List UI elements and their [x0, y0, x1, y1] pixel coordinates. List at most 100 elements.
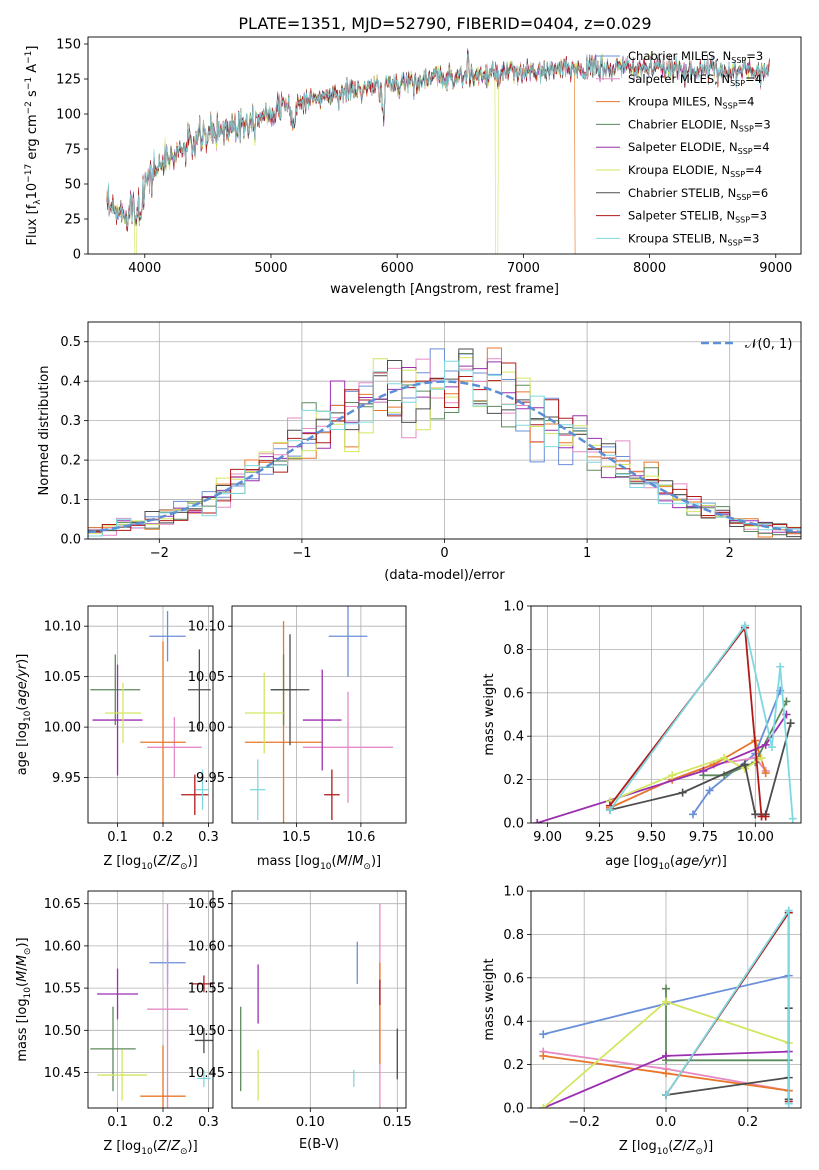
y-tick-label: 0	[73, 248, 81, 263]
label-part: −1	[24, 77, 34, 90]
x-tick-label: −2	[150, 546, 169, 561]
label-part: Normed distribution	[37, 366, 52, 496]
x-tick-label: 9.50	[637, 830, 666, 845]
x-tick-label: 0.3	[198, 1115, 219, 1130]
legend-sub: SSP	[738, 147, 753, 156]
label-part: (data-model)/error	[384, 568, 505, 583]
x-axis-label: mass [log10(M/M⊙)]	[257, 854, 381, 872]
y-tick-label: 0.8	[503, 643, 524, 658]
label-part: /	[15, 966, 30, 971]
weight-marker-chabrier-stelib	[751, 810, 760, 819]
weight-marker-kroupa-stelib	[767, 743, 776, 752]
plot-area	[90, 611, 211, 823]
x-tick-label: 6000	[381, 261, 414, 276]
label-part: Z [log	[619, 1139, 657, 1154]
x-tick-label: 0.2	[153, 830, 174, 845]
label-part: 10	[23, 987, 33, 999]
x-tick-label: 9.25	[585, 830, 614, 845]
label-part: 10	[23, 710, 33, 722]
weight-line-salpeter-stelib	[609, 625, 766, 818]
chart-residual-histogram: −2 −1 0 1 2 0.0 0.1 0.2 0.3 0.4 0.5 (data-model)/er…	[37, 321, 802, 583]
x-tick-label: −1	[292, 546, 311, 561]
weight-marker-kroupa-stelib	[776, 662, 785, 671]
weight-marker-kroupa-elodie	[539, 1104, 548, 1108]
weight-line-chabrier-miles	[692, 690, 782, 815]
y-tick-label: 10.65	[188, 897, 225, 912]
weight-marker-chabrier-miles	[705, 786, 714, 795]
axes-frame	[530, 605, 802, 824]
y-axis-label: mass weight	[482, 958, 497, 1040]
plot-area	[539, 906, 793, 1108]
label-part: )]	[188, 854, 198, 869]
legend-sub: SSP	[735, 216, 750, 225]
x-tick-label: −0.2	[568, 1115, 600, 1130]
label-part: age [log	[15, 722, 30, 775]
y-tick-label: 0.4	[503, 1015, 524, 1030]
y-axis-label: mass [log10(M/M⊙)]	[15, 937, 33, 1061]
y-tick-label: 10.45	[188, 1066, 225, 1081]
label-part: (	[668, 1139, 673, 1154]
legend-label-chabrier-miles: Chabrier MILES, NSSP=3	[628, 49, 763, 65]
y-tick-label: 10.05	[188, 670, 225, 685]
x-axis-label: Z [log10(Z/Z⊙)]	[103, 854, 197, 872]
legend-suffix: =4	[738, 95, 755, 109]
x-tick-label: 8000	[633, 261, 666, 276]
y-tick-label: 0.4	[503, 730, 524, 745]
plot-area	[240, 903, 398, 1108]
axes-frame	[87, 890, 214, 1109]
label-part: −2	[24, 101, 34, 114]
label-part: ⊙	[180, 862, 188, 872]
legend-label-kroupa-stelib: Kroupa STELIB, NSSP=3	[628, 231, 759, 247]
y-axis-label: mass weight	[482, 673, 497, 755]
label-part: 10	[320, 862, 332, 872]
weight-marker-kroupa-stelib	[784, 906, 793, 915]
y-tick-label: 10.65	[44, 897, 81, 912]
weight-marker-chabrier-stelib	[786, 719, 795, 728]
x-axis-label: wavelength [Angstrom, rest frame]	[330, 282, 559, 297]
y-tick-label: 0.6	[503, 686, 524, 701]
y-tick-label: 0.4	[60, 375, 81, 390]
y-axis-label: age [log10(age/yr)]	[15, 654, 33, 776]
legend-sub: SSP	[728, 238, 743, 247]
plot-area	[106, 48, 770, 254]
legend-suffix: =3	[750, 209, 767, 223]
y-tick-label: 0.6	[503, 971, 524, 986]
label-part: Z	[170, 854, 181, 869]
x-tick-label: 9.75	[689, 830, 718, 845]
x-tick-label: 0.2	[153, 1115, 174, 1130]
weight-line-chabrier-stelib	[609, 722, 792, 816]
label-part: (	[670, 854, 675, 869]
label-part: ]	[25, 46, 40, 51]
label-part: Z [log	[103, 1139, 141, 1154]
x-tick-label: 7000	[507, 261, 540, 276]
x-axis-label: Z [log10(Z/Z⊙)]	[103, 1139, 197, 1157]
weight-marker-chabrier-stelib	[678, 788, 687, 797]
y-tick-label: 0.3	[60, 414, 81, 429]
x-tick-label: 0.1	[107, 830, 128, 845]
label-part: s	[25, 90, 40, 101]
label-part: (	[15, 982, 30, 987]
y-tick-label: 10.55	[188, 982, 225, 997]
x-tick-label: 0.15	[383, 1115, 412, 1130]
x-tick-label: 0.1	[107, 1115, 128, 1130]
label-part: age [log	[605, 854, 658, 869]
label-part: (	[153, 1139, 158, 1154]
y-tick-label: 100	[56, 108, 81, 123]
x-tick-label: 2	[726, 546, 734, 561]
label-part: (	[15, 706, 30, 711]
label-part: Z	[157, 1139, 168, 1154]
weight-marker-salpeter-elodie	[662, 1051, 670, 1060]
x-tick-label: 10.00	[737, 830, 774, 845]
label-part: ⊙	[363, 862, 371, 872]
y-tick-label: 25	[64, 213, 81, 228]
x-tick-label: 9.00	[533, 830, 562, 845]
weight-marker-kroupa-stelib	[784, 1099, 793, 1108]
y-tick-label: 0.8	[503, 928, 524, 943]
legend-suffix: =3	[743, 231, 760, 245]
weight-marker-salpeter-elodie	[761, 740, 770, 749]
weight-marker-salpeter-elodie	[533, 819, 542, 823]
y-tick-label: 10.60	[44, 939, 81, 954]
label-part: mass weight	[482, 673, 497, 755]
y-tick-label: 10.00	[188, 721, 225, 736]
legend-sub: SSP	[723, 102, 738, 111]
